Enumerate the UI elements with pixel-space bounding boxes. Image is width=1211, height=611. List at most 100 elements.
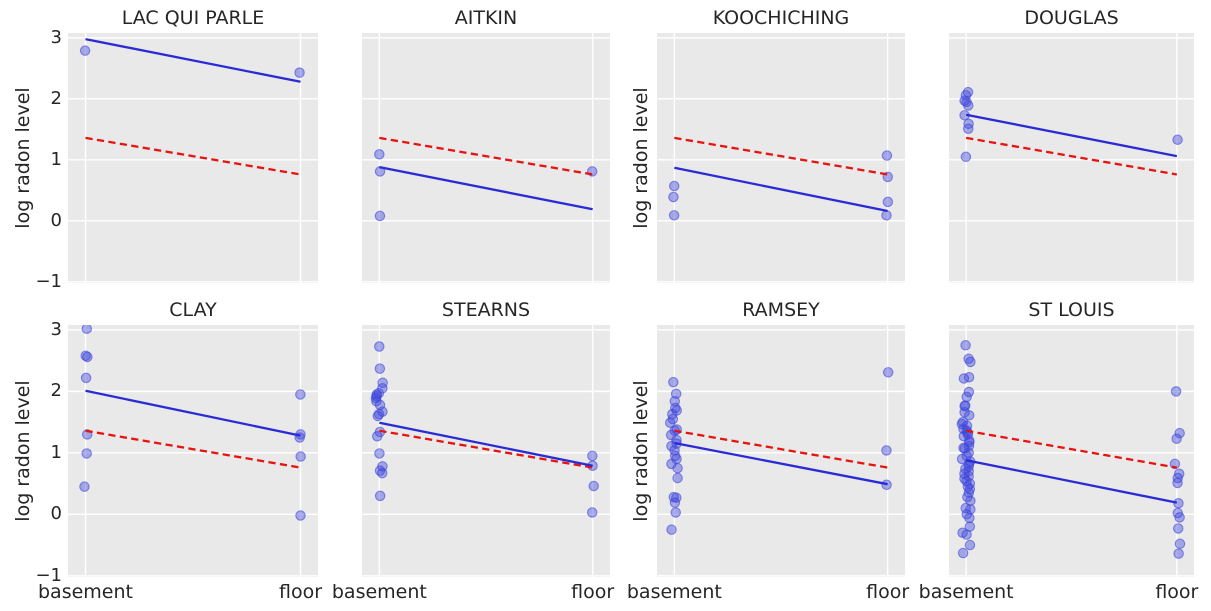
data-point xyxy=(664,417,676,428)
data-point xyxy=(672,462,683,474)
panel-background xyxy=(949,33,1194,283)
panel-background xyxy=(949,325,1194,577)
data-point xyxy=(295,510,306,521)
county-regression-line xyxy=(85,389,301,437)
data-point xyxy=(963,123,974,134)
data-point xyxy=(374,490,386,502)
y-tick-label: 1 xyxy=(50,148,62,170)
y-tick-label: 1 xyxy=(50,441,62,463)
panel-background xyxy=(657,33,905,283)
y-tick-label: 3 xyxy=(50,318,62,340)
data-point xyxy=(1172,477,1183,489)
county-regression-line xyxy=(674,441,888,486)
plot-area-clay xyxy=(68,325,318,577)
data-point xyxy=(1172,523,1184,534)
pooled-regression-line xyxy=(965,136,1178,176)
data-point xyxy=(295,451,306,462)
data-point xyxy=(374,149,385,160)
data-point xyxy=(377,377,388,389)
data-point xyxy=(374,341,385,352)
data-point xyxy=(80,350,91,361)
data-point xyxy=(668,376,679,388)
county-regression-line xyxy=(379,166,593,211)
plot-area-st-louis xyxy=(949,325,1194,577)
y-tick-label: −1 xyxy=(35,270,62,292)
y-tick-label: −1 xyxy=(35,564,62,586)
data-point xyxy=(372,410,384,422)
data-point xyxy=(1174,538,1186,550)
plot-area-aitkin xyxy=(362,33,610,283)
panel-title-aitkin: AITKIN xyxy=(454,7,518,29)
data-point xyxy=(376,467,388,479)
data-point xyxy=(961,529,972,540)
data-point xyxy=(960,340,971,351)
data-point xyxy=(81,448,92,459)
data-point xyxy=(1172,134,1183,145)
data-point xyxy=(82,351,93,363)
y-tick-label: 3 xyxy=(50,26,62,48)
data-point xyxy=(1170,386,1182,397)
data-point xyxy=(80,372,92,384)
county-regression-line xyxy=(965,113,1178,158)
data-point xyxy=(881,150,893,161)
panel-background xyxy=(362,33,610,283)
pooled-regression-line xyxy=(85,136,301,176)
panel-title-douglas: DOUGLAS xyxy=(1024,7,1119,29)
plot-area-stearns xyxy=(362,325,610,577)
data-point xyxy=(882,196,894,208)
data-point xyxy=(1174,512,1185,523)
x-tick-label-basement: basement xyxy=(331,581,427,603)
data-point xyxy=(588,480,599,492)
panel-background xyxy=(68,325,318,577)
data-point xyxy=(882,367,894,378)
plot-area-ramsey xyxy=(657,325,905,577)
plot-area-lac-qui-parle xyxy=(68,33,318,283)
panel-title-lac-qui-parle: LAC QUI PARLE xyxy=(121,7,265,29)
panel-title-koochiching: KOOCHICHING xyxy=(712,7,850,29)
data-point xyxy=(295,389,306,400)
data-point xyxy=(669,497,681,508)
data-point xyxy=(586,507,598,518)
panel-title-clay: CLAY xyxy=(169,299,217,321)
pooled-regression-line xyxy=(85,429,301,469)
data-point xyxy=(1174,427,1185,439)
x-tick-label-floor: floor xyxy=(571,581,615,603)
y-axis-label: log radon level xyxy=(630,87,652,229)
data-point xyxy=(881,210,892,221)
data-point xyxy=(963,100,974,111)
data-point xyxy=(668,191,679,203)
panel-background xyxy=(362,325,610,577)
panel-title-st-louis: ST LOUIS xyxy=(1028,299,1115,321)
data-point xyxy=(374,448,385,459)
data-point xyxy=(587,450,598,462)
pooled-regression-line xyxy=(379,136,593,176)
data-point xyxy=(964,539,976,551)
county-regression-line xyxy=(674,166,888,213)
x-tick-label-basement: basement xyxy=(38,581,133,603)
x-tick-label-basement: basement xyxy=(918,581,1014,603)
data-point xyxy=(964,512,975,524)
pooled-regression-line xyxy=(379,429,593,469)
pooled-regression-line xyxy=(965,429,1178,469)
data-point xyxy=(374,210,386,222)
data-point xyxy=(294,67,305,78)
data-point xyxy=(371,431,383,442)
county-regression-line xyxy=(965,459,1178,504)
data-point xyxy=(666,524,677,535)
y-tick-label: 2 xyxy=(50,87,62,109)
data-point xyxy=(668,180,680,192)
county-regression-line xyxy=(85,37,301,83)
data-point xyxy=(1173,548,1184,559)
pooled-regression-line xyxy=(674,136,888,176)
data-point xyxy=(881,445,892,456)
data-point xyxy=(79,481,90,492)
x-tick-label-basement: basement xyxy=(626,581,722,603)
y-tick-label: 2 xyxy=(50,380,62,402)
data-point xyxy=(957,547,969,559)
x-tick-label-floor: floor xyxy=(866,581,910,603)
panel-background xyxy=(68,33,318,283)
data-point xyxy=(965,356,976,368)
data-point xyxy=(958,373,970,384)
panel-background xyxy=(657,325,905,577)
